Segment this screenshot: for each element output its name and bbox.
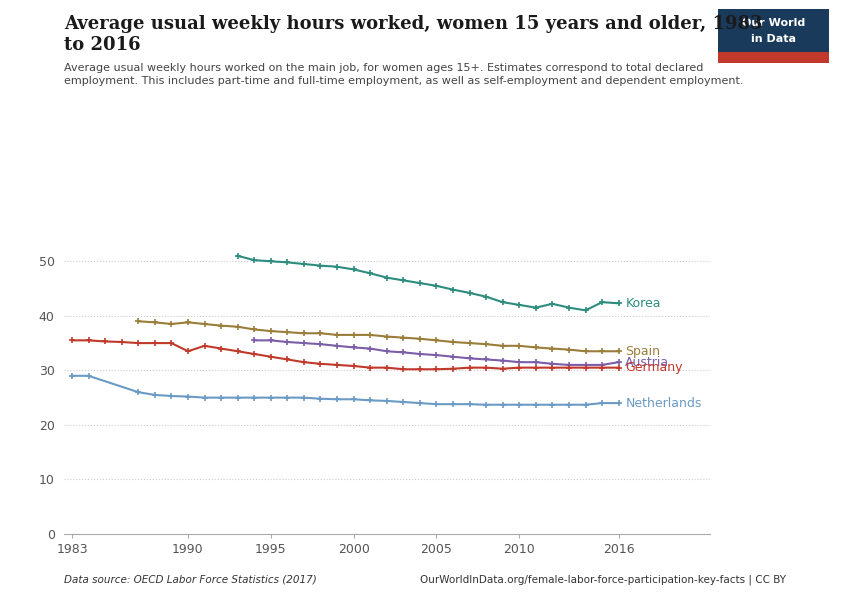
Text: Korea: Korea [626, 297, 660, 310]
Text: Our World: Our World [742, 18, 805, 28]
Text: OurWorldInData.org/female-labor-force-participation-key-facts | CC BY: OurWorldInData.org/female-labor-force-pa… [420, 575, 786, 585]
Text: Germany: Germany [626, 361, 683, 374]
FancyBboxPatch shape [718, 52, 829, 63]
Text: in Data: in Data [751, 34, 796, 44]
Text: Average usual weekly hours worked on the main job, for women ages 15+. Estimates: Average usual weekly hours worked on the… [64, 63, 743, 86]
Text: Austria: Austria [626, 356, 670, 368]
Text: Average usual weekly hours worked, women 15 years and older, 1983: Average usual weekly hours worked, women… [64, 15, 762, 33]
Text: to 2016: to 2016 [64, 36, 140, 54]
Text: Data source: OECD Labor Force Statistics (2017): Data source: OECD Labor Force Statistics… [64, 575, 316, 585]
FancyBboxPatch shape [718, 9, 829, 63]
Text: Netherlands: Netherlands [626, 397, 701, 410]
Text: Spain: Spain [626, 345, 660, 358]
